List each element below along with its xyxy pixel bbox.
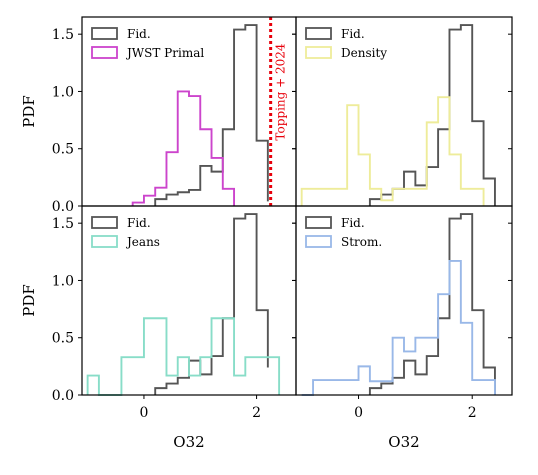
ytick-label-2-3: 1.5 [52,216,74,232]
ytick-label-0-3: 1.5 [52,27,74,43]
legend-swatch-0-1 [91,46,118,59]
legend-label-2-0: Fid. [127,216,151,230]
legend-label-2-1: Jeans [125,235,160,249]
legend-swatch-3-0 [305,216,332,229]
hist-series-2-0 [154,213,269,395]
xtick-label-2-0: 0 [139,405,148,421]
ytick-label-2-1: 0.5 [52,331,74,347]
xtick-label-2-1: 2 [252,405,261,421]
y-axis-label-2: PDF [20,284,38,317]
legend-label-1-1: Density [341,46,387,60]
hist-series-3-1 [301,260,496,396]
legend-swatch-0-0 [91,27,118,40]
y-axis-label-0: PDF [20,95,38,128]
legend-label-3-1: Strom. [341,235,382,249]
hist-series-0-1 [131,90,236,206]
ytick-label-2-0: 0.0 [52,388,74,404]
hist-series-1-0 [368,24,496,206]
legend-swatch-1-1 [305,46,332,59]
hist-series-1-1 [300,96,485,206]
legend-label-0-1: JWST Primal [125,46,204,60]
xtick-label-3-1: 2 [468,405,477,421]
hist-series-2-1 [86,317,281,396]
ytick-label-2-2: 1.0 [52,273,74,289]
legend-label-3-0: Fid. [341,216,365,230]
legend-swatch-3-1 [305,235,332,248]
panel-frame-3 [295,205,513,396]
legend-label-0-0: Fid. [127,27,151,41]
legend-label-1-0: Fid. [341,27,365,41]
ytick-label-0-2: 1.0 [52,84,74,100]
legend-swatch-2-0 [91,216,118,229]
legend-swatch-1-0 [305,27,332,40]
x-axis-label-3: O32 [388,433,419,451]
legend-swatch-2-1 [91,235,118,248]
hist-series-3-0 [368,213,496,395]
x-axis-label-2: O32 [173,433,204,451]
xtick-label-3-0: 0 [354,405,363,421]
reference-line-label: Topping + 2024 [274,43,288,140]
ytick-label-0-1: 0.5 [52,142,74,158]
hist-series-0-0 [154,24,269,206]
ytick-label-0-0: 0.0 [52,199,74,215]
